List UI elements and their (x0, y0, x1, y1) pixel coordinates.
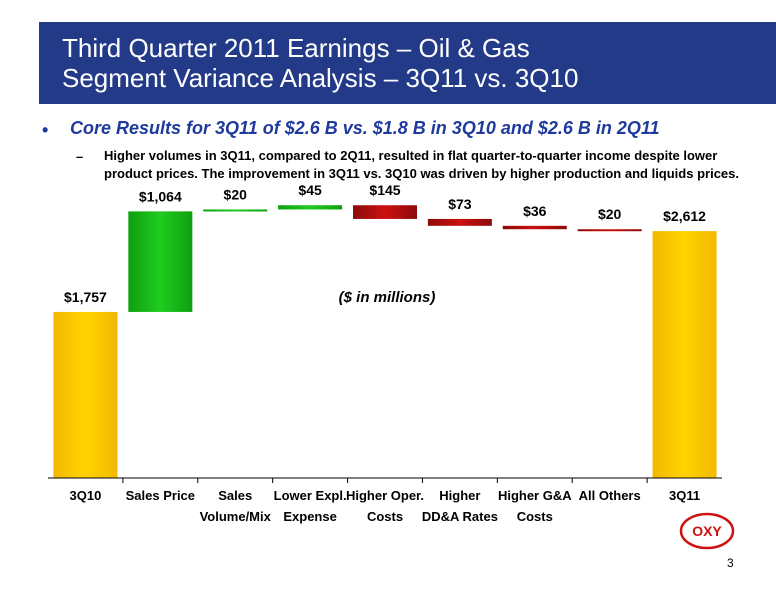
bar-2 (128, 211, 193, 312)
tick-label-1-1: 3Q10 (70, 488, 102, 503)
tick-label-6-2: DD&A Rates (422, 509, 498, 524)
units-note: ($ in millions) (339, 289, 436, 306)
bar-1 (53, 311, 118, 478)
bar-5 (353, 205, 417, 219)
data-label-7: $36 (523, 203, 547, 219)
tick-label-8-1: All Others (579, 488, 641, 503)
bar-7 (502, 225, 567, 230)
tick-label-3-1: Sales (218, 488, 252, 503)
tick-label-5-2: Costs (367, 509, 403, 524)
tick-label-9-1: 3Q11 (669, 488, 700, 503)
logo-text: OXY (692, 523, 722, 539)
bars-group (53, 205, 717, 478)
tick-label-4-1: Lower Expl. (274, 488, 347, 503)
page-number: 3 (727, 556, 734, 570)
data-label-1: $1,757 (64, 289, 107, 305)
data-label-5: $145 (369, 182, 400, 198)
bullet-dot: • (42, 120, 49, 140)
data-label-2: $1,064 (139, 188, 182, 204)
bar-6 (427, 218, 492, 226)
bar-8 (577, 229, 642, 232)
data-labels-group: $1,757 $1,064 $20 $45 $145 $73 $36 $20 $2,612 (64, 182, 706, 305)
tick-label-6-1: Higher (439, 488, 480, 503)
bar-9 (652, 231, 717, 478)
title-banner: Third Quarter 2011 Earnings – Oil & Gas … (39, 22, 776, 104)
tick-label-5-1: Higher Oper. (346, 488, 424, 503)
sub-bullet-text: Higher volumes in 3Q11, compared to 2Q11… (104, 148, 739, 181)
data-label-4: $45 (298, 182, 322, 198)
bar-4 (278, 205, 343, 210)
tick-label-2-1: Sales Price (126, 488, 195, 503)
bar-3 (203, 209, 268, 212)
data-label-9: $2,612 (663, 208, 706, 224)
data-label-3: $20 (224, 186, 248, 202)
data-label-6: $73 (448, 196, 472, 212)
tick-label-4-2: Expense (283, 509, 336, 524)
sub-bullet-dash: – (76, 149, 84, 164)
main-bullet: Core Results for 3Q11 of $2.6 B vs. $1.8… (70, 118, 660, 138)
title-line-1: Third Quarter 2011 Earnings – Oil & Gas (62, 33, 530, 63)
oxy-logo-icon: OXY (679, 512, 735, 550)
tick-label-7-2: Costs (517, 509, 553, 524)
tick-label-7-1: Higher G&A (498, 488, 572, 503)
title-line-2: Segment Variance Analysis – 3Q11 vs. 3Q1… (62, 63, 579, 93)
data-label-8: $20 (598, 206, 622, 222)
tick-label-3-2: Volume/Mix (200, 509, 272, 524)
